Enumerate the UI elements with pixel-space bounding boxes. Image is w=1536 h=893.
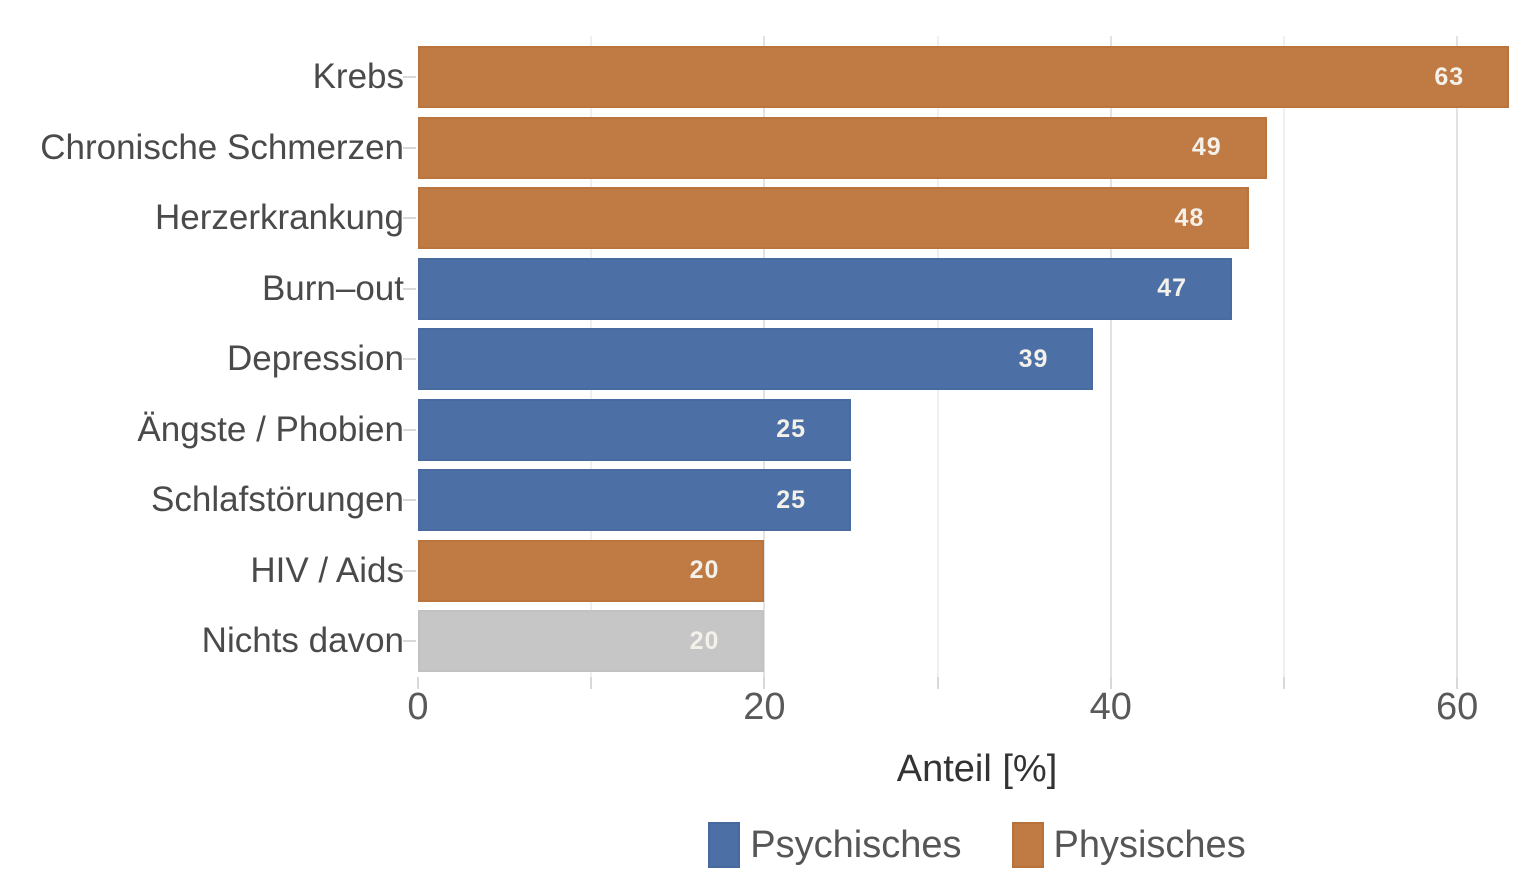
table-row: HIV / Aids 20 <box>0 536 1536 607</box>
minor-gridline <box>1283 36 1285 677</box>
category-label: Chronische Schmerzen <box>40 127 404 167</box>
category-label: Ängste / Phobien <box>137 409 404 449</box>
bar-psychisches: 39 <box>418 328 1094 391</box>
major-gridline <box>1109 36 1112 677</box>
category-label: Schlafstörungen <box>151 480 404 520</box>
bar-none: 20 <box>418 610 765 673</box>
bar-physisches: 20 <box>418 539 765 602</box>
x-axis-tick-label: 40 <box>1089 686 1132 728</box>
table-row: Nichts davon 20 <box>0 606 1536 677</box>
legend-label: Physisches <box>1053 823 1246 866</box>
x-axis-tick-label: 60 <box>1436 686 1479 728</box>
legend: Psychisches Physisches <box>418 818 1536 872</box>
bar-physisches: 48 <box>418 187 1250 250</box>
category-label: HIV / Aids <box>250 550 404 590</box>
bar-physisches: 49 <box>418 116 1267 179</box>
category-axis-tick <box>403 640 416 643</box>
bar-psychisches: 25 <box>418 469 851 532</box>
category-label: Herzerkrankung <box>155 198 404 238</box>
bar-psychisches: 25 <box>418 398 851 461</box>
bar-rows: Krebs 63 Chronische Schmerzen 49 Herzerkrank… <box>0 42 1536 677</box>
legend-swatch-icon <box>1011 822 1044 868</box>
bar-value-label: 47 <box>1157 274 1188 303</box>
bar-value-label: 25 <box>776 485 806 514</box>
table-row: Burn–out 47 <box>0 254 1536 325</box>
x-axis-title: Anteil [%] <box>896 748 1058 790</box>
x-axis-tick <box>1283 677 1285 689</box>
category-axis-tick <box>403 146 416 149</box>
bar-value-label: 39 <box>1018 344 1049 373</box>
bar-physisches: 63 <box>418 46 1510 109</box>
bar-value-label: 20 <box>689 626 720 655</box>
category-axis-tick <box>403 287 416 290</box>
category-label: Burn–out <box>261 268 404 308</box>
bar-value-label: 63 <box>1434 62 1465 91</box>
category-axis-tick <box>403 217 416 220</box>
legend-item-physisches: Physisches <box>1011 822 1246 868</box>
category-axis-tick <box>403 76 416 79</box>
category-label: Depression <box>226 339 404 379</box>
legend-item-psychisches: Psychisches <box>708 822 962 868</box>
category-axis-tick <box>403 569 416 572</box>
x-axis-tick <box>936 677 939 689</box>
bar-value-label: 48 <box>1174 203 1205 232</box>
bar-value-label: 20 <box>689 556 720 585</box>
table-row: Herzerkrankung 48 <box>0 183 1536 254</box>
category-label: Krebs <box>312 57 404 97</box>
x-axis-tick <box>1109 677 1112 689</box>
x-axis-tick <box>1456 677 1459 689</box>
bar-psychisches: 47 <box>418 257 1233 320</box>
legend-label: Psychisches <box>750 823 962 866</box>
x-axis-tick <box>417 677 419 689</box>
x-axis-tick <box>590 677 593 689</box>
table-row: Krebs 63 <box>0 42 1536 113</box>
table-row: Ängste / Phobien 25 <box>0 395 1536 466</box>
category-label: Nichts davon <box>201 621 404 661</box>
category-axis-tick <box>403 499 416 502</box>
bar-value-label: 49 <box>1191 133 1222 162</box>
table-row: Schlafstörungen 25 <box>0 465 1536 536</box>
table-row: Depression 39 <box>0 324 1536 395</box>
category-axis-tick <box>403 358 416 361</box>
category-axis-tick <box>403 428 416 431</box>
x-axis-tick <box>763 677 766 689</box>
x-axis-tick-label: 20 <box>743 686 786 728</box>
major-gridline <box>1456 36 1459 677</box>
x-axis-tick-label: 0 <box>407 686 429 728</box>
table-row: Chronische Schmerzen 49 <box>0 113 1536 184</box>
bar-value-label: 25 <box>776 415 806 444</box>
legend-swatch-icon <box>708 822 741 868</box>
